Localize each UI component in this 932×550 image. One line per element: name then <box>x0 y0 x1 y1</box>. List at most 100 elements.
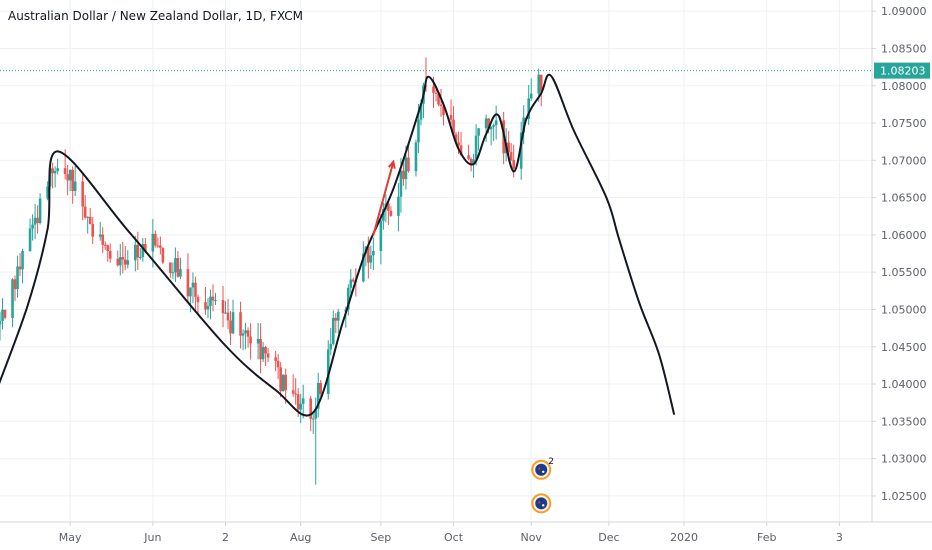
candle <box>21 248 24 284</box>
candle <box>489 126 493 146</box>
time-tick-label: Feb <box>757 531 776 544</box>
candle <box>266 348 270 362</box>
candle <box>484 114 488 142</box>
candle <box>334 313 338 334</box>
time-tick-label: 3 <box>836 531 843 544</box>
candle <box>11 278 14 328</box>
candle <box>346 284 350 316</box>
candle <box>294 378 297 405</box>
candle <box>244 322 247 350</box>
candle <box>3 309 7 320</box>
events: 2 <box>531 457 554 514</box>
candle <box>314 397 318 485</box>
candle <box>402 159 405 186</box>
candle <box>319 379 323 398</box>
price-tick-label: 1.04000 <box>881 378 927 391</box>
price-tick-label: 1.07500 <box>881 117 927 130</box>
candle <box>134 235 137 272</box>
price-tick-label: 1.02500 <box>881 490 927 503</box>
price-tick-label: 1.04500 <box>881 341 927 354</box>
candle <box>101 227 105 253</box>
candle <box>472 153 475 178</box>
time-tick-label: May <box>59 531 82 544</box>
red-arrow-line[interactable] <box>372 160 395 236</box>
price-tick-label: 1.03500 <box>881 415 927 428</box>
candle <box>509 143 513 162</box>
time-axis[interactable]: May Jun 2 Aug Sep Oct Nov Dec 2020 Feb 3 <box>59 522 843 544</box>
candle <box>73 166 77 197</box>
price-tick-label: 1.07000 <box>881 154 927 167</box>
candle <box>389 206 393 217</box>
price-tick-label: 1.03000 <box>881 453 927 466</box>
time-tick-label: 2 <box>222 531 229 544</box>
candle <box>276 354 280 379</box>
candle <box>221 286 225 328</box>
candle <box>141 237 145 262</box>
price-axis[interactable]: 1.09000 1.08500 1.08000 1.07500 1.07000 1.065… <box>872 5 927 503</box>
candle <box>204 287 207 315</box>
event-marker[interactable] <box>531 493 552 514</box>
candle <box>68 169 72 192</box>
candle <box>449 99 453 129</box>
candle <box>36 205 39 234</box>
candle <box>329 327 333 356</box>
candle <box>281 374 285 392</box>
candle <box>154 230 157 248</box>
grid <box>0 0 872 522</box>
arrow-head <box>388 159 396 169</box>
candle <box>284 368 287 404</box>
candle <box>206 298 210 319</box>
candle <box>519 121 523 180</box>
candle <box>336 308 340 334</box>
candle <box>467 144 470 161</box>
candle <box>159 236 162 255</box>
candle <box>246 327 250 348</box>
price-tick-label: 1.08500 <box>881 42 927 55</box>
candle <box>71 166 74 204</box>
candle <box>16 255 19 298</box>
event-count: 2 <box>548 457 554 467</box>
candle <box>33 203 37 240</box>
event-marker[interactable]: 2 <box>531 457 554 480</box>
candle <box>118 243 122 276</box>
price-tick-label: 1.06000 <box>881 229 927 242</box>
candle <box>116 250 120 267</box>
candle <box>414 139 418 177</box>
candle <box>527 85 531 126</box>
candle <box>31 214 34 241</box>
flag-icon <box>535 463 548 476</box>
candle <box>299 393 302 424</box>
candle <box>169 262 172 278</box>
time-tick-label: Jun <box>143 531 161 544</box>
candle <box>492 123 495 141</box>
candle <box>139 247 142 260</box>
time-tick-label: Nov <box>520 531 542 544</box>
candle <box>382 202 385 230</box>
candle <box>379 214 383 265</box>
candle <box>56 158 59 175</box>
candle <box>372 237 375 271</box>
candle <box>83 195 87 220</box>
time-tick-label: Dec <box>598 531 619 544</box>
candle <box>126 250 130 269</box>
flag-icon <box>535 497 548 510</box>
candle <box>1 298 4 330</box>
pattern-path[interactable] <box>0 73 675 417</box>
chart-title: Australian Dollar / New Zealand Dollar, … <box>8 9 303 23</box>
candle <box>91 217 95 244</box>
candle <box>174 247 177 282</box>
candle <box>311 413 315 434</box>
candle <box>349 269 353 299</box>
candle <box>241 329 245 351</box>
candle <box>108 243 112 263</box>
candle <box>331 310 335 346</box>
candle <box>279 362 282 398</box>
time-tick-label: Aug <box>290 531 311 544</box>
candle <box>189 287 192 313</box>
candle <box>224 301 227 315</box>
candle <box>291 374 295 397</box>
candle <box>477 128 480 151</box>
candle <box>156 237 160 248</box>
